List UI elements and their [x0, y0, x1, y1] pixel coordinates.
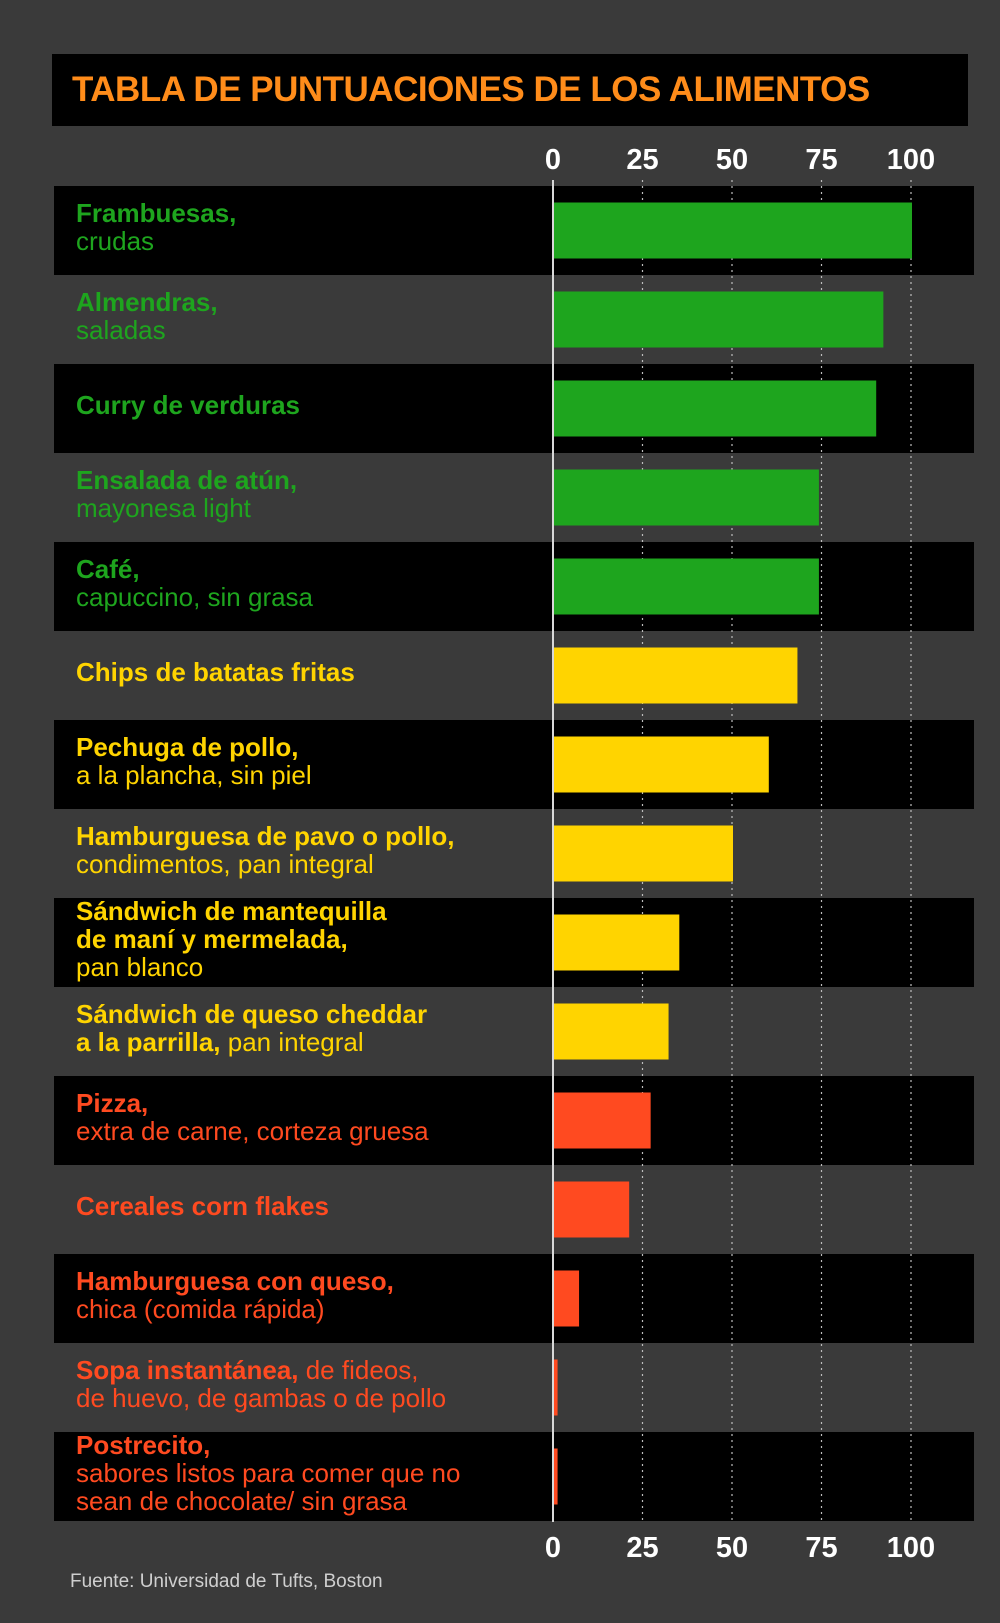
- label-sub: pan integral: [220, 1026, 364, 1057]
- category-label: Sopa instantánea, de fideos, de huevo, de…: [76, 1356, 546, 1412]
- tick-label: 100: [886, 1532, 936, 1564]
- bar: [554, 1003, 669, 1060]
- bar: [554, 380, 877, 437]
- label-main: Sopa instantánea,: [76, 1354, 299, 1385]
- label-main: Almendras,: [76, 286, 218, 317]
- category-label: Frambuesas, crudas: [76, 199, 546, 255]
- bar: [554, 825, 733, 882]
- category-label: Pizza, extra de carne, corteza gruesa: [76, 1089, 546, 1145]
- label-main: Postrecito,: [76, 1429, 211, 1460]
- category-label: Almendras, saladas: [76, 288, 546, 344]
- row-band: [54, 1432, 974, 1521]
- bar: [554, 1448, 558, 1505]
- category-label: Café, capuccino, sin grasa: [76, 555, 546, 611]
- label-sub: de fideos,: [298, 1354, 419, 1385]
- source-note: Fuente: Universidad de Tufts, Boston: [70, 1571, 383, 1592]
- category-label: Hamburguesa de pavo o pollo, condimentos,…: [76, 822, 546, 878]
- category-label: Pechuga de pollo, a la plancha, sin piel: [76, 733, 546, 789]
- bar: [554, 558, 819, 615]
- chart-title: TABLA DE PUNTUACIONES DE LOS ALIMENTOS: [72, 70, 870, 109]
- category-label: Cereales corn flakes: [76, 1192, 546, 1220]
- tick-label: 75: [805, 144, 838, 176]
- label-sub: mayonesa light: [76, 492, 251, 523]
- row-band: [54, 720, 974, 809]
- label-sub: capuccino, sin grasa: [76, 581, 314, 612]
- category-label: Sándwich de mantequilla de maní y mermela…: [76, 897, 546, 981]
- tick-label: 75: [805, 1532, 838, 1564]
- label-sub: de huevo, de gambas o de pollo: [76, 1382, 447, 1413]
- label-main: a la parrilla,: [76, 1026, 221, 1057]
- label-main: Sándwich de queso cheddar: [76, 998, 428, 1029]
- label-sub: chica (comida rápida): [76, 1293, 325, 1324]
- category-label: Postrecito, sabores listos para comer que…: [76, 1431, 546, 1515]
- bar: [554, 469, 819, 526]
- bar: [554, 1270, 580, 1327]
- bar: [554, 1092, 651, 1149]
- bar: [554, 202, 912, 259]
- label-sub: pan blanco: [76, 951, 204, 982]
- tick-label: 0: [544, 1532, 562, 1564]
- bar: [554, 736, 769, 793]
- bar: [554, 1181, 630, 1238]
- label-main: Sándwich de mantequilla: [76, 895, 387, 926]
- label-sub: condimentos, pan integral: [76, 848, 374, 879]
- bar: [554, 1359, 558, 1416]
- row-band: [54, 898, 974, 987]
- title-bar: TABLA DE PUNTUACIONES DE LOS ALIMENTOS: [52, 54, 968, 126]
- label-sub: saladas: [76, 314, 166, 345]
- label-main: Curry de verduras: [76, 389, 300, 420]
- bar: [554, 291, 884, 348]
- category-label: Ensalada de atún, mayonesa light: [76, 466, 546, 522]
- label-main: Pizza,: [76, 1087, 149, 1118]
- tick-label: 50: [715, 144, 749, 176]
- label-main: Cereales corn flakes: [76, 1190, 329, 1221]
- category-label: Hamburguesa con queso, chica (comida rápi…: [76, 1267, 546, 1323]
- label-main: Chips de batatas fritas: [76, 656, 355, 687]
- label-main: Ensalada de atún,: [76, 464, 298, 495]
- bar: [554, 914, 680, 971]
- label-main: Café,: [76, 553, 140, 584]
- tick-label: 25: [626, 144, 659, 176]
- label-sub: extra de carne, corteza gruesa: [76, 1115, 429, 1146]
- label-sub: sean de chocolate/ sin grasa: [76, 1485, 407, 1516]
- row-band: [54, 542, 974, 631]
- label-main: Frambuesas,: [76, 197, 237, 228]
- label-main: Hamburguesa de pavo o pollo,: [76, 820, 455, 851]
- tick-label: 100: [886, 144, 936, 176]
- label-main: de maní y mermelada,: [76, 923, 348, 954]
- tick-label: 25: [626, 1532, 659, 1564]
- label-sub: a la plancha, sin piel: [76, 759, 312, 790]
- label-sub: crudas: [76, 225, 155, 256]
- label-main: Pechuga de pollo,: [76, 731, 299, 762]
- tick-label: 50: [715, 1532, 749, 1564]
- row-band: [54, 1076, 974, 1165]
- category-label: Curry de verduras: [76, 391, 546, 419]
- label-main: Hamburguesa con queso,: [76, 1265, 394, 1296]
- row-band: [54, 1254, 974, 1343]
- tick-label: 0: [544, 144, 562, 176]
- category-label: Chips de batatas fritas: [76, 658, 546, 686]
- category-label: Sándwich de queso cheddar a la parrilla, …: [76, 1000, 546, 1056]
- label-sub: sabores listos para comer que no: [76, 1457, 461, 1488]
- bar: [554, 647, 798, 704]
